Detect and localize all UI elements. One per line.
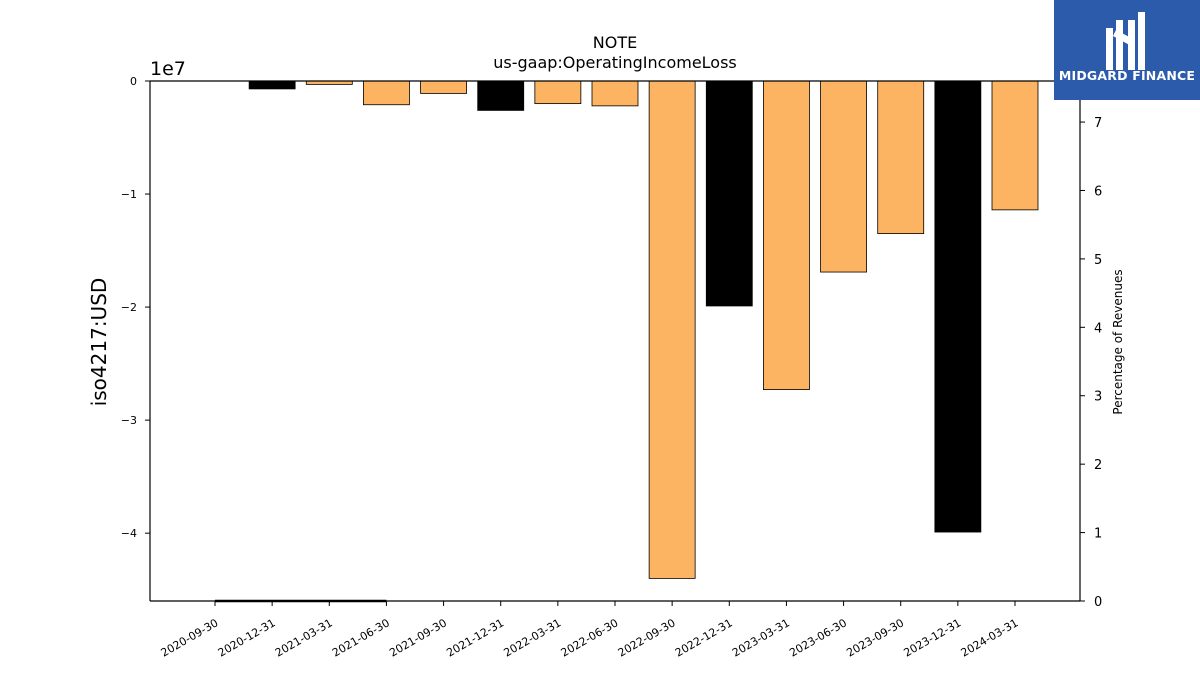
y-tick-label: −1 — [121, 188, 137, 201]
midgard-logo-icon — [1106, 12, 1145, 70]
y-tick-label: −3 — [121, 414, 137, 427]
x-tick-label: 2022-09-30 — [616, 616, 678, 659]
bar — [991, 80, 1039, 211]
y-right-ticks-group: 0 1 2 3 4 5 6 7 — [1080, 116, 1102, 610]
y-tick-label: −2 — [121, 301, 137, 314]
y-right-tick-label: 1 — [1094, 527, 1102, 542]
y-right-tick-label: 4 — [1094, 321, 1102, 336]
bar — [705, 80, 753, 307]
y-offset-label: 1e7 — [150, 58, 186, 80]
bars-group — [248, 80, 1039, 579]
x-tick-label: 2020-09-30 — [159, 616, 221, 659]
x-tick-label: 2023-03-31 — [730, 616, 792, 659]
chart-subtitle: us-gaap:OperatingIncomeLoss — [493, 53, 737, 72]
x-tick-label: 2022-03-31 — [501, 616, 563, 659]
x-tick-label: 2021-09-30 — [387, 616, 449, 659]
y-right-tick-label: 3 — [1094, 390, 1102, 405]
x-tick-label: 2021-12-31 — [444, 616, 506, 659]
bar — [648, 80, 696, 579]
x-tick-label: 2020-12-31 — [216, 616, 278, 659]
y-right-tick-label: 5 — [1094, 253, 1102, 268]
y-right-tick-label: 0 — [1094, 595, 1102, 610]
brand-logo-text: MIDGARD FINANCE — [1058, 68, 1196, 83]
y-right-axis-label: Percentage of Revenues — [1111, 269, 1125, 414]
chart-title: NOTE — [593, 33, 637, 52]
bar — [934, 80, 982, 533]
bar — [820, 80, 867, 273]
y-ticks-group: 0 −1 −2 −3 −4 — [121, 75, 150, 540]
y-tick-label: −4 — [121, 527, 137, 540]
bar — [248, 80, 296, 90]
y-right-tick-label: 7 — [1094, 116, 1102, 131]
bar — [534, 80, 582, 105]
y-right-tick-label: 2 — [1094, 458, 1102, 473]
bar — [477, 80, 525, 111]
x-tick-label: 2023-09-30 — [844, 616, 906, 659]
bar — [877, 80, 925, 235]
y-tick-label: 0 — [130, 75, 137, 88]
x-tick-label: 2023-06-30 — [787, 616, 849, 659]
x-tick-label: 2021-03-31 — [273, 616, 335, 659]
y-axis-label: iso4217:USD — [87, 278, 111, 407]
y-right-tick-label: 6 — [1094, 184, 1102, 199]
bar — [763, 80, 810, 391]
bar — [420, 80, 467, 94]
bar — [591, 80, 639, 107]
x-tick-label: 2021-06-30 — [330, 616, 392, 659]
bar — [363, 80, 410, 106]
x-tick-label: 2024-03-31 — [959, 616, 1021, 659]
x-ticks-group: 2020-09-302020-12-312021-03-312021-06-30… — [159, 601, 1021, 660]
x-tick-label: 2022-12-31 — [673, 616, 735, 659]
x-tick-label: 2022-06-30 — [559, 616, 621, 659]
x-tick-label: 2023-12-31 — [901, 616, 963, 659]
brand-logo: MIDGARD FINANCE — [1054, 0, 1200, 100]
